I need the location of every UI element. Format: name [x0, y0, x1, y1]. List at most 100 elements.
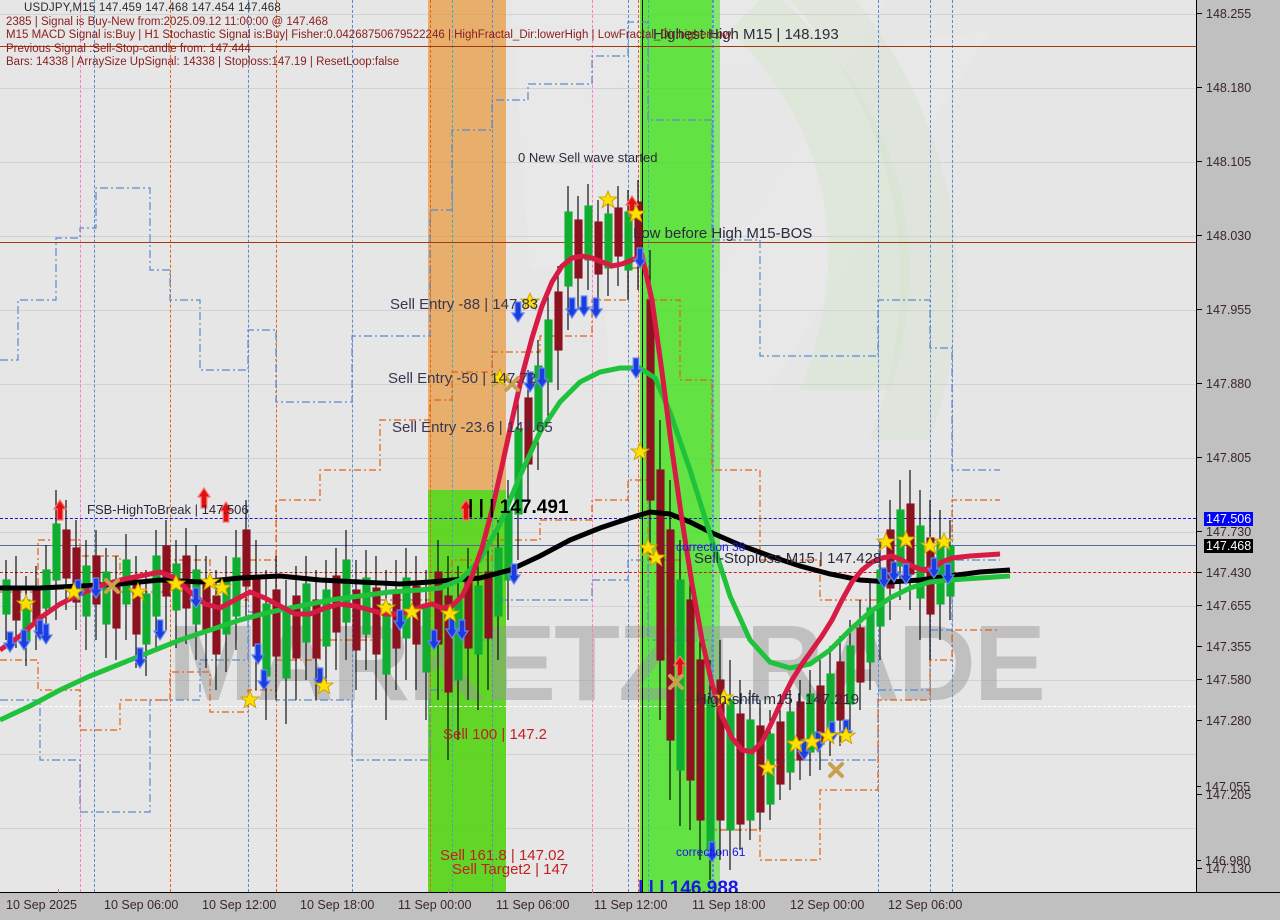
price-tick: 147.430 — [1197, 566, 1280, 580]
time-tick-label: 10 Sep 2025 — [6, 898, 77, 912]
vline-blue — [248, 0, 249, 892]
price-tick-label: 148.255 — [1206, 7, 1252, 21]
chart-info-header: USDJPY,M15 147.459 147.468 147.454 147.4… — [6, 2, 731, 70]
label-sell-target2: Sell Target2 | 147 — [452, 861, 569, 878]
price-tick-label: 147.805 — [1206, 451, 1252, 465]
price-tick-label: 148.030 — [1206, 229, 1252, 243]
price-tick-label: 147.730 — [1206, 525, 1252, 539]
label-sell-stoploss-m15: Sell-Stoploss M15 | 147.428 — [694, 550, 882, 567]
price-tick-label: 146.980 — [1205, 854, 1251, 868]
buy-zone-shade-b — [450, 490, 506, 892]
time-tick-label: 10 Sep 12:00 — [202, 898, 277, 912]
vline-blue — [930, 0, 931, 892]
price-tick: 148.255 — [1197, 7, 1280, 21]
symbol-ohlc-line: USDJPY,M15 147.459 147.468 147.454 147.4… — [24, 2, 281, 14]
vline-blue — [492, 0, 493, 892]
price-tick: 147.280 — [1197, 714, 1280, 728]
info-line-signal: 2385 | Signal is Buy-New from:2025.09.12… — [6, 15, 328, 28]
price-tick-label: 148.180 — [1206, 81, 1252, 95]
vline-orange — [430, 0, 431, 892]
level-line-fsb — [0, 518, 1196, 519]
time-tick-label: 11 Sep 12:00 — [594, 898, 668, 912]
time-tick-label: 11 Sep 06:00 — [496, 898, 570, 912]
vline-pink — [80, 0, 81, 892]
time-tick-label: 12 Sep 06:00 — [888, 898, 963, 912]
time-tick-label: 10 Sep 18:00 — [300, 898, 375, 912]
chart-plot-area[interactable]: MARKETZTRADE — [0, 0, 1196, 892]
time-tick-label: 11 Sep 00:00 — [398, 898, 472, 912]
annotation-correction-38: correction 38 — [676, 540, 746, 554]
gridline — [0, 236, 1196, 237]
price-tick-label: 147.130 — [1206, 862, 1252, 876]
label-sell-100: Sell 100 | 147.2 — [443, 726, 547, 743]
gridline — [0, 532, 1196, 533]
vline-orange — [276, 0, 277, 892]
time-tick-label: 11 Sep 18:00 — [692, 898, 766, 912]
level-line-stoploss — [0, 572, 1196, 573]
buy-zone-shade-d — [712, 0, 720, 892]
vline-blue — [352, 0, 353, 892]
price-tick: 148.030 — [1197, 229, 1280, 243]
gridline — [0, 458, 1196, 459]
vline-cyan — [713, 0, 714, 892]
label-sell-entry-50: Sell Entry -50 | 147.72 — [388, 370, 537, 387]
vline-blue — [952, 0, 953, 892]
gridline — [0, 384, 1196, 385]
price-tick: 147.730 — [1197, 525, 1280, 539]
price-tick-label: 147.280 — [1206, 714, 1252, 728]
gridline — [0, 88, 1196, 89]
level-line-bos — [0, 242, 1196, 243]
price-tick-label: 148.105 — [1206, 155, 1252, 169]
price-tick-label: 147.430 — [1206, 566, 1252, 580]
vline-blue — [712, 0, 713, 892]
vline-blue — [94, 0, 95, 892]
price-tick: 148.180 — [1197, 81, 1280, 95]
label-sell-entry-88: Sell Entry -88 | 147.83 — [390, 296, 539, 313]
bid-price-tag[interactable]: 147.468 — [1197, 539, 1280, 553]
annotation-correction-61: correction 61 — [676, 845, 746, 859]
vline-cyan — [452, 0, 453, 892]
price-tick: 148.105 — [1197, 155, 1280, 169]
price-tick: 146.980 — [1196, 854, 1280, 868]
annotation-new-sell-wave: 0 New Sell wave started — [518, 150, 658, 165]
info-line-bars: Bars: 14338 | ArraySize UpSignal: 14338 … — [6, 56, 400, 68]
label-146988: | | | 146.988 — [638, 878, 739, 892]
price-tick: 147.805 — [1197, 451, 1280, 465]
level-line-bid — [0, 545, 1196, 546]
buy-zone-shade-a — [428, 490, 450, 892]
time-tick-label: 12 Sep 00:00 — [790, 898, 865, 912]
price-tick: 147.055 — [1196, 780, 1280, 794]
vline-blue — [878, 0, 879, 892]
info-line-macd: M15 MACD Signal is:Buy | H1 Stochastic S… — [6, 29, 732, 41]
watermark-text: MARKETZTRADE — [168, 602, 1046, 723]
vline-cyan — [648, 0, 649, 892]
label-fsb-high-to-break: FSB-HighToBreak | 147.506 — [87, 502, 249, 517]
price-tick: 147.955 — [1197, 303, 1280, 317]
vline-orange — [638, 0, 639, 892]
time-tick-label: 10 Sep 06:00 — [104, 898, 179, 912]
price-tick: 147.130 — [1197, 862, 1280, 876]
price-tick-label: 147.355 — [1206, 640, 1252, 654]
vline-black — [642, 0, 643, 892]
vline-orange — [170, 0, 171, 892]
label-high-shift-m15: High-shift m15 | 147.219 — [696, 691, 860, 708]
gridline — [0, 310, 1196, 311]
gridline — [0, 606, 1196, 607]
time-scale[interactable]: 10 Sep 2025 10 Sep 06:00 10 Sep 12:00 10… — [0, 889, 1280, 920]
price-tick: 147.355 — [1197, 640, 1280, 654]
buy-zone-shade-c — [640, 0, 712, 892]
price-scale[interactable]: 148.255 148.180 148.105 148.030 147.955 … — [1196, 0, 1280, 892]
price-tick: 147.580 — [1197, 673, 1280, 687]
current-price-tag[interactable]: 147.506 — [1197, 512, 1280, 526]
price-tick: 147.205 — [1197, 788, 1280, 802]
label-highest-high: Highest High M15 | 148.193 — [653, 26, 839, 43]
gridline — [0, 680, 1196, 681]
label-sell-1618: Sell 161.8 | 147.02 — [440, 847, 565, 864]
price-tick-label: 147.580 — [1206, 673, 1252, 687]
gridline — [0, 828, 1196, 829]
price-tick: 147.655 — [1197, 599, 1280, 613]
gridline — [0, 754, 1196, 755]
price-tick-label: 147.880 — [1206, 377, 1252, 391]
price-tick-label: 147.205 — [1206, 788, 1252, 802]
